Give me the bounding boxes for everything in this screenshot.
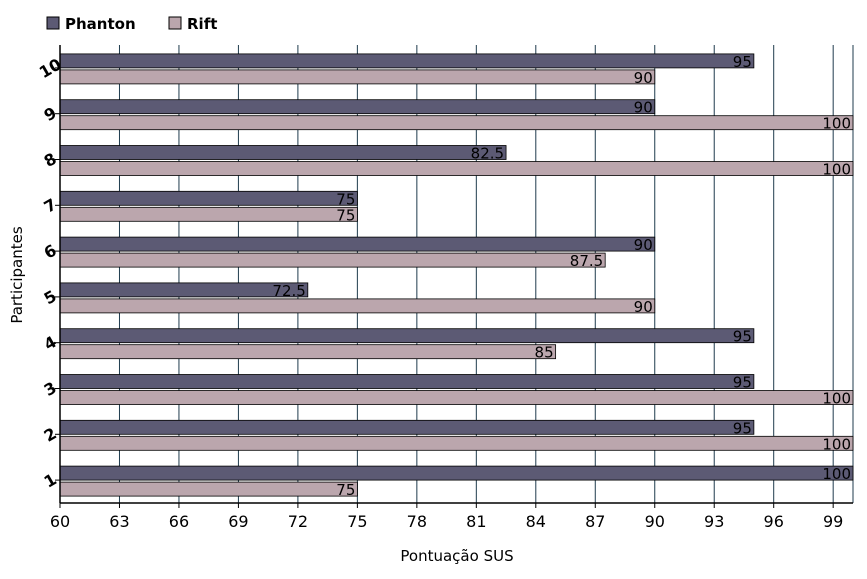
- bar-phanton-9: [59, 99, 656, 115]
- data-label-rift-6: 87.5: [570, 252, 603, 270]
- bar-phanton-2: [59, 419, 755, 435]
- x-tick-label: 93: [704, 512, 724, 531]
- bar-rift-3: [59, 390, 854, 405]
- legend-swatch-phanton: [46, 16, 60, 30]
- data-label-rift-5: 90: [634, 298, 653, 316]
- x-tick-label: 69: [228, 512, 248, 531]
- bar-rift-10: [59, 69, 656, 85]
- bar-phanton-10: [59, 53, 755, 69]
- bar-rift-8: [59, 161, 854, 176]
- data-labels: 100759510095100958572.5909087.5757582.51…: [272, 53, 851, 499]
- x-tick-label: 66: [169, 512, 189, 531]
- x-tick-label: 87: [585, 512, 605, 531]
- bar-rift-9: [59, 115, 854, 131]
- data-label-rift-3: 100: [822, 390, 851, 408]
- data-label-phanton-5: 72.5: [272, 282, 305, 300]
- data-label-rift-1: 75: [336, 481, 355, 499]
- x-tick-label: 72: [288, 512, 308, 531]
- data-label-phanton-10: 95: [733, 53, 752, 71]
- x-tick-label: 99: [823, 512, 843, 531]
- axes: [55, 45, 853, 508]
- data-label-phanton-8: 82.5: [471, 145, 504, 163]
- bar-phanton-7: [59, 190, 358, 206]
- bar-rift-2: [59, 435, 854, 451]
- bar-phanton-3: [59, 374, 755, 389]
- bar-rift-4: [59, 344, 557, 360]
- data-label-rift-9: 100: [822, 115, 851, 133]
- data-label-phanton-7: 75: [336, 190, 355, 208]
- x-tick-label: 84: [526, 512, 546, 531]
- bar-rift-5: [59, 298, 656, 314]
- bar-rift-7: [59, 206, 358, 222]
- bar-rift-6: [59, 252, 606, 268]
- data-label-phanton-1: 100: [822, 465, 851, 483]
- data-label-phanton-4: 95: [733, 328, 752, 346]
- x-tick-label: 78: [407, 512, 427, 531]
- x-tick-label: 96: [764, 512, 784, 531]
- bar-phanton-5: [59, 282, 309, 298]
- x-tick-label: 81: [466, 512, 486, 531]
- bar-rift-1: [59, 481, 358, 497]
- legend-label-rift: Rift: [187, 15, 217, 33]
- data-label-phanton-3: 95: [733, 374, 752, 392]
- x-tick-label: 75: [347, 512, 367, 531]
- bar-phanton-8: [59, 145, 507, 160]
- bar-phanton-1: [59, 465, 854, 481]
- x-tick-labels: 60 63 66 69 72 75 78 81 84 87 90 93 96 99: [50, 512, 844, 531]
- data-label-rift-2: 100: [822, 435, 851, 453]
- x-tick-label: 63: [109, 512, 129, 531]
- bar-phanton-4: [59, 328, 755, 344]
- x-tick-label: 90: [645, 512, 665, 531]
- data-label-rift-10: 90: [634, 69, 653, 87]
- data-label-rift-4: 85: [535, 344, 554, 362]
- data-label-phanton-9: 90: [634, 99, 653, 117]
- x-tick-label: 60: [50, 512, 70, 531]
- bar-phanton-6: [59, 236, 656, 252]
- data-label-rift-7: 75: [336, 206, 355, 224]
- legend-label-phanton: Phanton: [65, 15, 136, 33]
- bars: [59, 53, 854, 497]
- x-axis-title: Pontuação SUS: [400, 547, 513, 565]
- y-axis-title: Participantes: [8, 226, 26, 324]
- data-label-phanton-6: 90: [634, 236, 653, 254]
- data-label-phanton-2: 95: [733, 419, 752, 437]
- legend: Phanton Rift: [46, 15, 217, 33]
- data-label-rift-8: 100: [822, 161, 851, 179]
- legend-swatch-rift: [168, 16, 182, 30]
